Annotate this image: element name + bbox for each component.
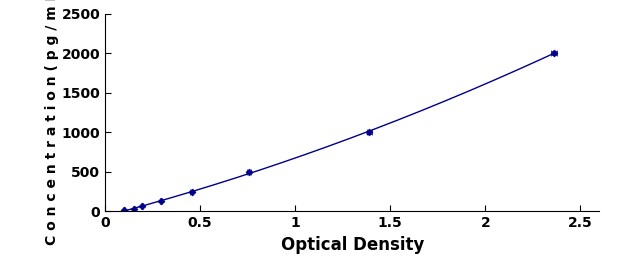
X-axis label: Optical Density: Optical Density bbox=[281, 236, 424, 254]
Y-axis label: C o n c e n t r a t i o n ( p g / m L ): C o n c e n t r a t i o n ( p g / m L ) bbox=[44, 0, 59, 245]
